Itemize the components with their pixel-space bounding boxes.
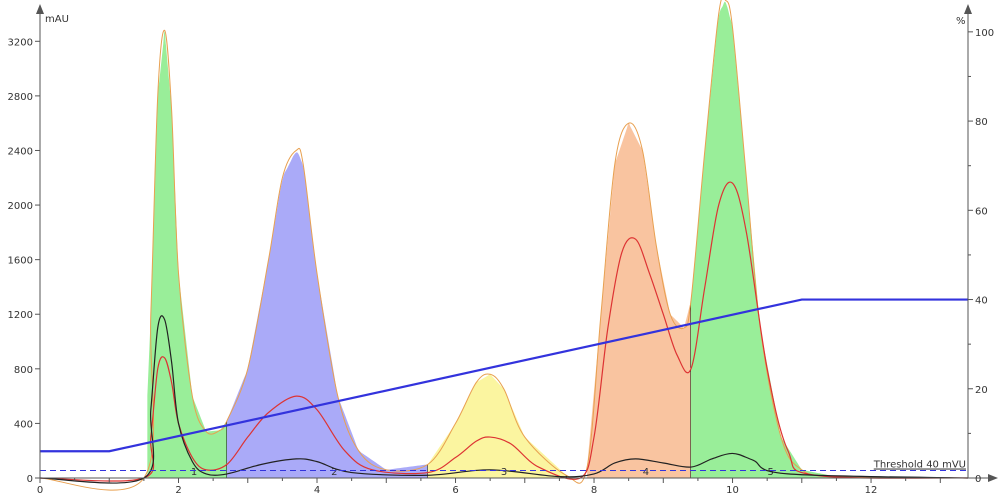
fraction-label-2: 2 — [331, 467, 337, 478]
y-left-tick-label: 2400 — [8, 146, 33, 157]
y-right-tick-label: 60 — [975, 206, 988, 217]
y-left-tick-label: 0 — [27, 474, 33, 485]
y-right-tick-label: 100 — [975, 28, 994, 39]
fraction-area-1 — [147, 30, 227, 478]
y-left-tick-label: 1600 — [8, 256, 33, 267]
y-left-tick-label: 800 — [14, 365, 33, 376]
fraction-label-4: 4 — [643, 467, 649, 478]
fraction-area-2 — [226, 152, 428, 479]
y-left-tick-label: 2800 — [8, 92, 33, 103]
y-axis-left-label: mAU — [45, 14, 69, 25]
series-lines — [39, 0, 969, 491]
fraction-label-1: 1 — [191, 467, 197, 478]
x-axis-arrow — [988, 474, 998, 482]
x-tick-label: 2 — [175, 485, 181, 496]
x-tick-label: 6 — [452, 485, 458, 496]
series-line-3 — [39, 315, 969, 484]
gradient-line-group — [40, 298, 968, 453]
y-right-tick-label: 80 — [975, 117, 988, 128]
y-left-tick-label: 1200 — [8, 310, 33, 321]
y-axis-right-arrow — [964, 4, 972, 14]
x-tick-label: 0 — [37, 485, 43, 496]
threshold-group: Threshold 40 mVU — [40, 460, 968, 472]
fraction-area-4 — [587, 123, 691, 479]
y-left-tick-label: 3200 — [8, 37, 33, 48]
gradient-line — [40, 298, 968, 453]
axis-labels: mAU % — [45, 14, 966, 27]
y-left-tick-label: 400 — [14, 419, 33, 430]
y-axis-left-arrow — [36, 4, 44, 14]
x-tick-label: 12 — [865, 485, 878, 496]
y-right-tick-label: 20 — [975, 385, 988, 396]
fraction-label-3: 3 — [501, 467, 507, 478]
x-tick-label: 8 — [591, 485, 597, 496]
x-tick-label: 4 — [314, 485, 320, 496]
x-tick-label: 10 — [726, 485, 739, 496]
y-right-tick-label: 40 — [975, 296, 988, 307]
fraction-label-5: 5 — [767, 467, 773, 478]
fraction-area-5 — [690, 1, 837, 478]
axes: 0 2 4 6 8 10 120400800120016002000240028003200… — [8, 4, 998, 496]
y-right-tick-label: 0 — [975, 474, 981, 485]
fraction-areas: 1 2 3 4 5 — [147, 1, 837, 479]
y-axis-right-label: % — [956, 16, 966, 27]
series-line-2 — [39, 181, 969, 482]
series-line-1 — [39, 0, 969, 491]
threshold-label: Threshold 40 mVU — [873, 460, 966, 471]
y-left-tick-label: 2000 — [8, 201, 33, 212]
